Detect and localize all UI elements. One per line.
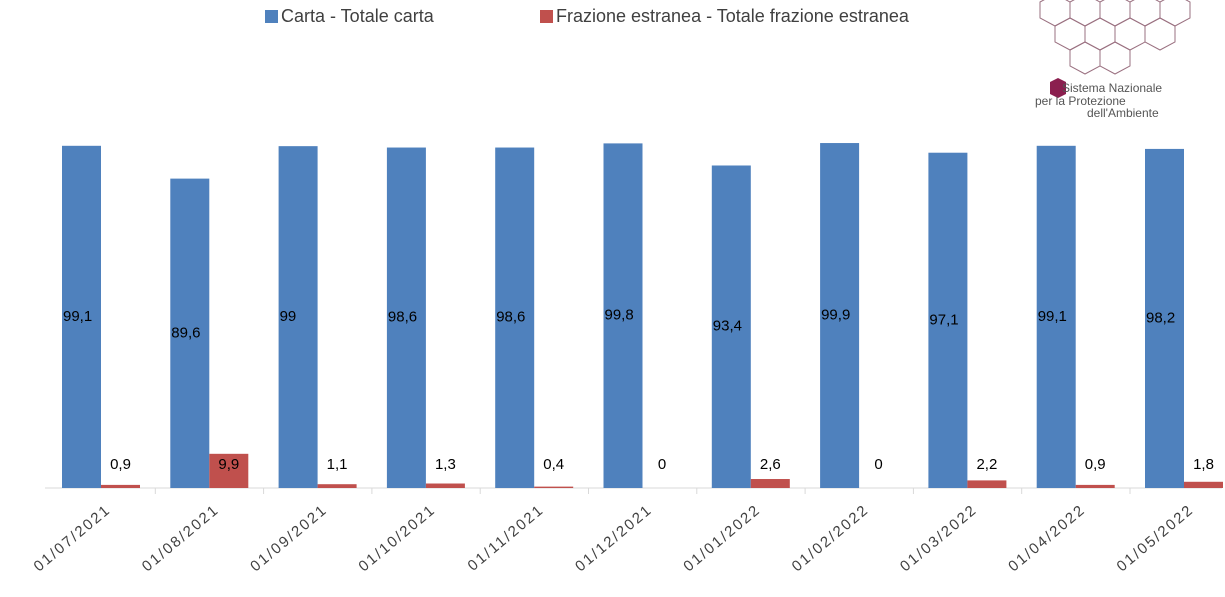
- value-label: 98,6: [388, 309, 417, 326]
- value-label: 0,9: [110, 456, 131, 473]
- value-label: 1,1: [327, 456, 348, 473]
- legend-label: Frazione estranea - Totale frazione estr…: [556, 6, 910, 26]
- value-label: 1,3: [435, 456, 456, 473]
- value-label: 0: [658, 456, 666, 473]
- bar: [534, 486, 574, 488]
- bar: [317, 484, 357, 488]
- bar: [170, 178, 210, 488]
- bar: [928, 152, 968, 489]
- bar: [386, 147, 426, 489]
- value-label: 2,6: [760, 456, 781, 473]
- bar: [209, 453, 249, 488]
- value-label: 99,1: [63, 308, 92, 325]
- x-tick-label: 01/08/2021: [139, 501, 223, 575]
- bar: [101, 484, 140, 488]
- value-label: 0: [874, 456, 882, 473]
- value-label: 0,9: [1085, 456, 1106, 473]
- value-label: 98,2: [1146, 309, 1175, 326]
- x-tick-label: 01/05/2022: [1114, 501, 1198, 575]
- logo-text: dell'Ambiente: [1087, 106, 1159, 120]
- legend-swatch: [265, 10, 278, 23]
- bar: [278, 146, 318, 488]
- bar: [967, 480, 1007, 488]
- bar: [1075, 484, 1115, 488]
- bar: [1184, 481, 1223, 488]
- bar: [495, 147, 535, 489]
- bar: [425, 483, 465, 488]
- x-tick-label: 01/02/2022: [789, 501, 873, 575]
- x-tick-label: 01/11/2021: [465, 501, 548, 574]
- logo-text: Sistema Nazionale: [1062, 81, 1162, 95]
- x-tick-label: 01/04/2022: [1005, 501, 1089, 575]
- x-tick-label: 01/01/2022: [680, 501, 764, 575]
- value-label: 99: [280, 308, 297, 325]
- bar: [820, 143, 860, 489]
- legend-label: Carta - Totale carta: [281, 6, 435, 26]
- bar: [1145, 148, 1184, 488]
- x-tick-label: 01/07/2021: [31, 501, 115, 575]
- bar: [62, 145, 101, 489]
- value-label: 2,2: [976, 456, 997, 473]
- value-label: 99,8: [605, 307, 634, 324]
- bar: [711, 165, 751, 488]
- value-label: 1,8: [1193, 456, 1214, 473]
- logo-mark: [1039, 0, 1191, 75]
- legend-swatch: [540, 10, 553, 23]
- bar: [750, 479, 790, 488]
- logo-text: per la Protezione: [1035, 94, 1126, 108]
- x-tick-label: 01/10/2021: [355, 501, 439, 575]
- x-tick-label: 01/12/2021: [572, 501, 656, 575]
- logo-badge: [1050, 78, 1066, 98]
- value-label: 97,1: [929, 311, 958, 328]
- value-label: 9,9: [218, 456, 239, 473]
- bar: [1036, 145, 1076, 489]
- value-label: 93,4: [713, 318, 742, 335]
- value-label: 0,4: [543, 456, 564, 473]
- value-label: 99,9: [821, 306, 850, 323]
- x-tick-label: 01/09/2021: [247, 501, 331, 575]
- x-tick-label: 01/03/2022: [897, 501, 981, 575]
- bar: [603, 143, 643, 488]
- value-label: 98,6: [496, 309, 525, 326]
- value-label: 99,1: [1038, 308, 1067, 325]
- value-label: 89,6: [171, 324, 200, 341]
